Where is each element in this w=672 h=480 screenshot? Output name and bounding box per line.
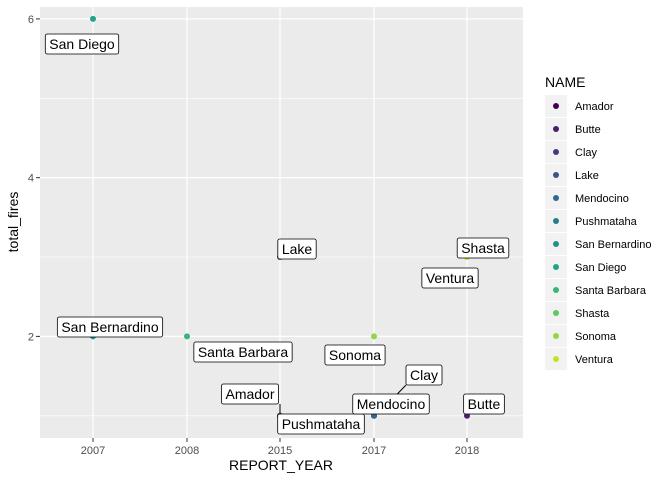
panel-background xyxy=(40,7,523,438)
x-axis-title: REPORT_YEAR xyxy=(229,457,333,473)
legend: NAME Amador Butte Clay Lake Mendocino Pushmat… xyxy=(545,74,651,370)
point-san-diego xyxy=(90,15,96,22)
label-santa-barbara: Santa Barbara xyxy=(193,341,293,363)
point-sonoma xyxy=(371,333,377,340)
legend-label-mendocino: Mendocino xyxy=(575,193,629,205)
legend-label-san-diego: San Diego xyxy=(575,262,626,274)
legend-key-shasta xyxy=(553,310,559,316)
legend-key-san-diego xyxy=(553,264,559,270)
y-tick-label: 6 xyxy=(28,14,34,26)
x-axis: 2007 2008 2015 2017 2018 xyxy=(81,438,479,457)
label-san-diego: San Diego xyxy=(44,33,120,55)
legend-label-san-bernardino: San Bernardino xyxy=(575,239,651,251)
y-axis: 2 4 6 xyxy=(28,14,40,343)
label-box xyxy=(421,267,479,289)
label-pushmataha: Pushmataha xyxy=(277,413,365,435)
y-tick-label: 2 xyxy=(28,331,34,343)
label-box xyxy=(405,364,443,386)
label-text: Santa Barbara xyxy=(198,344,288,360)
legend-label-lake: Lake xyxy=(575,170,599,182)
legend-key-lake xyxy=(553,172,559,178)
label-box xyxy=(456,237,510,259)
legend-key-amador xyxy=(553,103,559,109)
label-box xyxy=(193,341,293,363)
label-butte: Butte xyxy=(463,393,505,415)
legend-label-clay: Clay xyxy=(575,147,598,159)
legend-label-butte: Butte xyxy=(575,124,601,136)
label-clay: Clay xyxy=(405,364,443,386)
label-lake: Lake xyxy=(277,238,317,260)
label-box xyxy=(463,393,505,415)
label-text: San Diego xyxy=(49,36,115,52)
label-text: Butte xyxy=(468,396,501,412)
label-text: Clay xyxy=(410,367,438,383)
x-tick-label: 2007 xyxy=(81,445,105,457)
legend-key-mendocino xyxy=(553,195,559,201)
legend-key-butte xyxy=(553,126,559,132)
y-axis-title: total_fires xyxy=(5,192,21,253)
x-tick-label: 2008 xyxy=(175,445,199,457)
label-text: Shasta xyxy=(461,240,505,256)
label-text: Mendocino xyxy=(357,396,426,412)
label-text: Sonoma xyxy=(329,347,381,363)
legend-key-sonoma xyxy=(553,333,559,339)
legend-key-pushmataha xyxy=(553,218,559,224)
label-mendocino: Mendocino xyxy=(352,393,430,415)
label-sonoma: Sonoma xyxy=(324,344,386,366)
label-text: Pushmataha xyxy=(282,416,361,432)
label-text: Amador xyxy=(225,386,274,402)
label-text: San Bernardino xyxy=(61,319,159,335)
label-amador: Amador xyxy=(221,383,279,405)
x-tick-label: 2018 xyxy=(455,445,479,457)
label-shasta: Shasta xyxy=(456,237,510,259)
y-tick-label: 4 xyxy=(28,173,34,185)
label-box xyxy=(277,413,365,435)
legend-label-pushmataha: Pushmataha xyxy=(575,216,638,228)
legend-label-santa-barbara: Santa Barbara xyxy=(575,285,647,297)
label-box xyxy=(44,33,120,55)
label-text: Lake xyxy=(282,241,313,257)
legend-label-shasta: Shasta xyxy=(575,308,610,320)
label-text: Ventura xyxy=(426,270,474,286)
legend-key-santa-barbara xyxy=(553,287,559,293)
legend-label-ventura: Ventura xyxy=(575,354,614,366)
legend-key-san-bernardino xyxy=(553,241,559,247)
label-ventura: Ventura xyxy=(421,267,479,289)
label-san-bernardino: San Bernardino xyxy=(56,316,164,338)
legend-key-ventura xyxy=(553,356,559,362)
label-box xyxy=(324,344,386,366)
label-box xyxy=(56,316,164,338)
label-box xyxy=(221,383,279,405)
x-tick-label: 2015 xyxy=(268,445,292,457)
legend-key-clay xyxy=(553,149,559,155)
labels-layer: San Diego San Bernardino Santa Barbara Lake… xyxy=(44,33,510,435)
label-box xyxy=(277,238,317,260)
point-santa-barbara xyxy=(184,333,190,340)
legend-title: NAME xyxy=(545,74,585,90)
legend-label-sonoma: Sonoma xyxy=(575,331,617,343)
legend-label-amador: Amador xyxy=(575,101,614,113)
label-box xyxy=(352,393,430,415)
x-tick-label: 2017 xyxy=(362,445,386,457)
